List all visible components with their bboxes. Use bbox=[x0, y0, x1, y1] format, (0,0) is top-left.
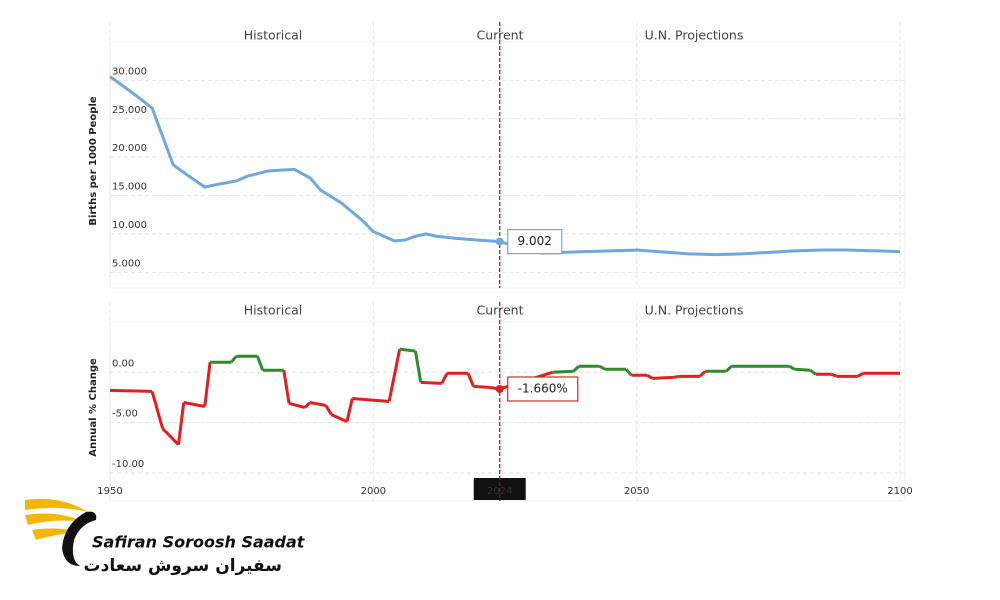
line-segment bbox=[673, 374, 680, 379]
brand-name: Safiran Soroosh Saadat bbox=[92, 533, 306, 552]
y-tick-label: 10.000 bbox=[112, 220, 147, 231]
line-segment bbox=[725, 365, 733, 373]
line-segment bbox=[256, 355, 265, 371]
line-segment bbox=[830, 372, 838, 378]
section-label: Historical bbox=[244, 28, 303, 43]
line-segment bbox=[788, 364, 796, 371]
line bbox=[109, 75, 901, 257]
line-segment bbox=[857, 371, 864, 378]
y-tick-label: 0.00 bbox=[112, 358, 134, 369]
line-segment bbox=[282, 370, 291, 404]
line-segment bbox=[387, 348, 402, 402]
line-segment bbox=[794, 367, 811, 372]
line-segment bbox=[599, 364, 606, 371]
line-segment bbox=[176, 402, 186, 445]
line-segment bbox=[809, 369, 817, 376]
line-segment bbox=[466, 372, 475, 387]
line-segment bbox=[309, 400, 327, 407]
line-segment bbox=[303, 401, 312, 409]
y-tick-label: 25.000 bbox=[112, 105, 147, 116]
line-segment bbox=[288, 402, 306, 409]
y-tick-label: 20.000 bbox=[112, 143, 147, 154]
section-label: U.N. Projections bbox=[645, 303, 744, 318]
plot: 5.000 10.000 15.000 20.000 25.000 30.000 Histo… bbox=[88, 22, 906, 289]
current-point bbox=[495, 384, 504, 393]
line-segment bbox=[352, 396, 390, 403]
line-segment bbox=[230, 355, 238, 364]
y-axis-label: Annual % Change bbox=[88, 358, 99, 457]
line-segment bbox=[698, 370, 707, 378]
line-segment bbox=[399, 347, 416, 353]
x-tick-label: 2100 bbox=[887, 486, 912, 497]
section-label: U.N. Projections bbox=[645, 28, 744, 43]
current-point bbox=[495, 237, 504, 246]
line-segment bbox=[440, 372, 449, 385]
line-segment bbox=[413, 350, 423, 383]
y-tick-label: 5.000 bbox=[112, 258, 141, 269]
line-segment bbox=[625, 368, 633, 377]
annotation-box bbox=[507, 376, 579, 402]
line-segment bbox=[150, 390, 165, 430]
line-segment bbox=[552, 369, 574, 374]
section-label: Historical bbox=[244, 303, 303, 318]
annotation: 9.002 bbox=[518, 234, 552, 248]
line-segment bbox=[324, 404, 333, 416]
line-segment bbox=[183, 400, 206, 408]
line-segment bbox=[572, 365, 580, 373]
line-segment bbox=[109, 388, 153, 393]
line-segment bbox=[345, 398, 354, 422]
x-tick-label: 1950 bbox=[97, 486, 122, 497]
x-tick-label: 2000 bbox=[361, 486, 386, 497]
line-segment bbox=[203, 362, 212, 407]
line-segment bbox=[652, 375, 674, 380]
logo bbox=[25, 498, 97, 566]
brand-name-fa: سفیران سروش سعادت bbox=[84, 556, 282, 576]
y-tick-label: -5.00 bbox=[112, 409, 138, 420]
plot-area bbox=[109, 321, 906, 502]
line-segment bbox=[646, 374, 654, 380]
y-axis-label: Births per 1000 People bbox=[88, 96, 99, 226]
x-tick-label: 2050 bbox=[624, 486, 649, 497]
line-segment bbox=[330, 413, 348, 423]
y-tick-label: 30.000 bbox=[112, 66, 147, 77]
annotation-box bbox=[507, 228, 563, 255]
annotation: -1.660% bbox=[518, 381, 568, 395]
y-tick-label: 15.000 bbox=[112, 182, 147, 193]
line-segment bbox=[161, 427, 180, 446]
line-segment bbox=[420, 380, 442, 385]
line-segment bbox=[473, 384, 490, 389]
y-tick-label: -10.00 bbox=[112, 459, 144, 470]
